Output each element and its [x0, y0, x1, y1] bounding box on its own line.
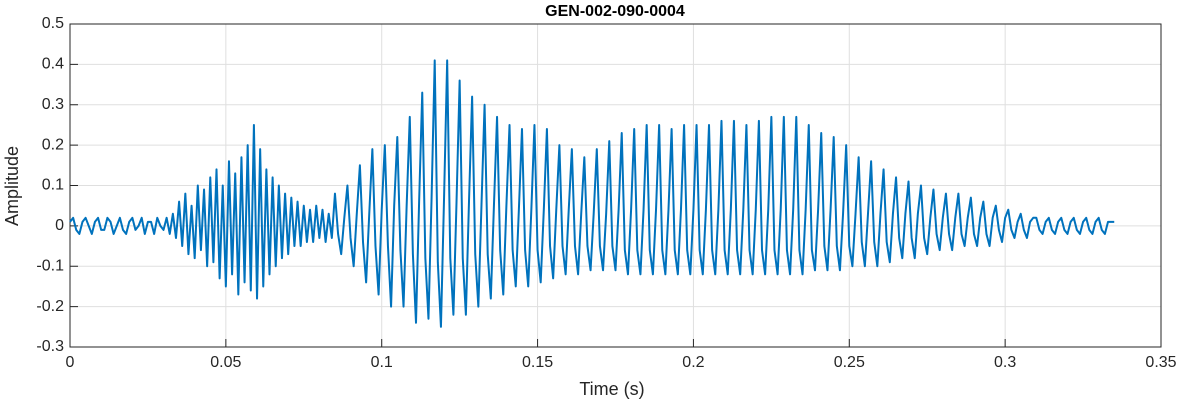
- x-tick-label: 0.15: [522, 354, 553, 371]
- x-axis-label: Time (s): [579, 379, 644, 399]
- x-tick-label: 0.2: [682, 354, 704, 371]
- y-tick-label: 0: [55, 217, 64, 234]
- y-tick-label: -0.1: [36, 257, 64, 274]
- y-tick-label: 0.5: [42, 15, 64, 32]
- y-tick-label: -0.2: [36, 298, 64, 315]
- y-tick-label: 0.3: [42, 96, 64, 113]
- chart-title: GEN-002-090-0004: [545, 3, 685, 20]
- x-tick-label: 0.05: [210, 354, 241, 371]
- x-tick-label: 0.25: [834, 354, 865, 371]
- y-tick-label: 0.1: [42, 177, 64, 194]
- x-tick-label: 0.1: [371, 354, 393, 371]
- y-tick-label: 0.4: [42, 56, 64, 73]
- y-axis-label: Amplitude: [2, 146, 22, 226]
- x-tick-label: 0: [66, 354, 75, 371]
- waveform-line: [69, 59, 1115, 328]
- x-tick-label: 0.3: [994, 354, 1016, 371]
- x-tick-label: 0.35: [1145, 354, 1176, 371]
- plot-frame: [69, 23, 1162, 348]
- y-tick-label: -0.3: [36, 338, 64, 355]
- y-tick-label: 0.2: [42, 136, 64, 153]
